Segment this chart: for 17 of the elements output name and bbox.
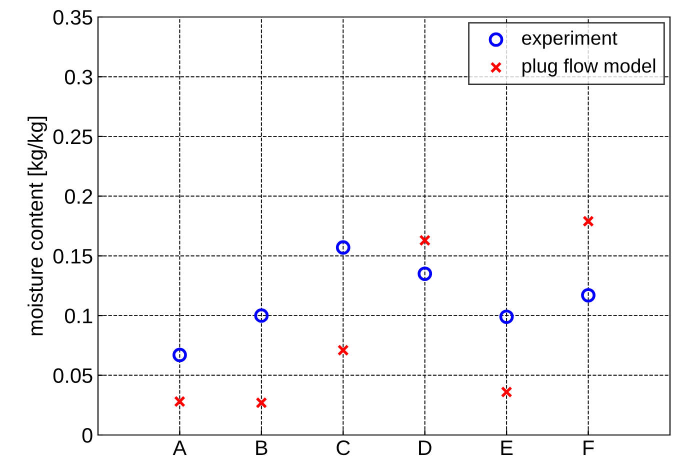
x-tick-label: E bbox=[501, 440, 513, 455]
x-tick-label: D bbox=[419, 440, 432, 455]
y-tick-label: 0.05 bbox=[53, 368, 92, 384]
y-tick-label: 0.25 bbox=[53, 129, 92, 144]
y-tick-label: 0.15 bbox=[53, 248, 92, 264]
x-tick-label: A bbox=[172, 440, 187, 455]
y-tick-label: 0 bbox=[82, 428, 92, 443]
y-tick-label: 0.35 bbox=[53, 10, 92, 25]
y-axis-title: moisture content [kg/kg] bbox=[28, 116, 48, 336]
y-tick-label: 0.2 bbox=[64, 189, 92, 204]
y-tick-label: 0.3 bbox=[64, 70, 92, 84]
x-tick-label: F bbox=[584, 440, 594, 455]
x-tick-label: B bbox=[256, 440, 268, 455]
legend-label: experiment bbox=[522, 30, 618, 49]
legend-label: plug flow model bbox=[522, 58, 656, 77]
y-tick-label: 0.1 bbox=[64, 308, 92, 324]
x-tick-label: C bbox=[336, 440, 350, 456]
